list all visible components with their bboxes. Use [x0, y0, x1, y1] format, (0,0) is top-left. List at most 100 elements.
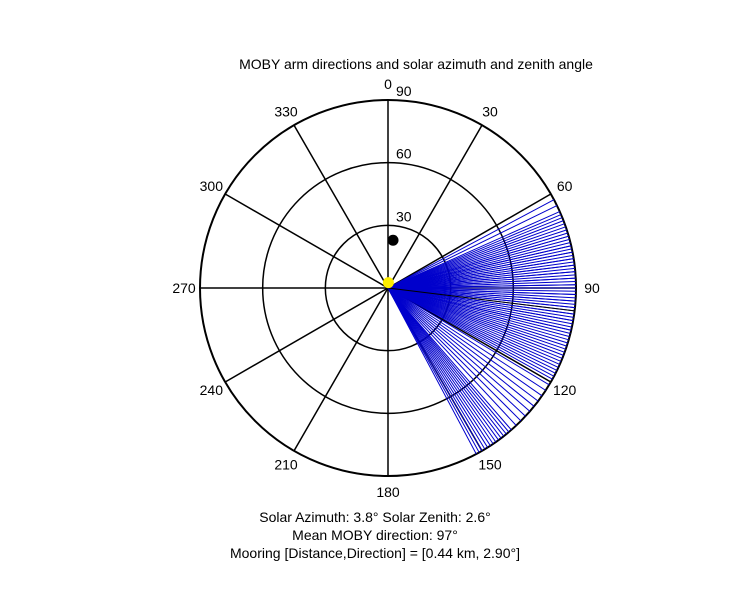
arm-line [387, 287, 522, 422]
arm-line [387, 229, 567, 289]
arm-line [387, 220, 564, 289]
arm-line [387, 287, 505, 437]
arm-line [387, 287, 526, 417]
arm-line [387, 271, 576, 289]
arm-line [387, 287, 570, 338]
angle-tick-label: 0 [384, 76, 392, 92]
arm-line [387, 287, 555, 377]
arm-line [387, 287, 568, 344]
radial-tick-label: 60 [396, 146, 412, 162]
mean-direction-line [387, 287, 575, 312]
arm-line [387, 287, 567, 347]
tick-labels: 0 30 60 90 120 150 180 210 240 270 300 330 30 60 90 [172, 76, 600, 500]
arm-line [387, 226, 566, 289]
arm-line [387, 287, 483, 452]
arm-line [387, 287, 571, 334]
black-marker [387, 234, 399, 246]
arm-line [387, 287, 569, 341]
arm-line [387, 254, 574, 289]
arm-line [387, 287, 497, 443]
arm-line [387, 258, 574, 289]
arm-line [387, 287, 502, 439]
arm-line [387, 287, 576, 299]
arm-line [387, 287, 565, 353]
arm-line [387, 287, 562, 362]
solar-info-line: Solar Azimuth: 3.8° Solar Zenith: 2.6° [259, 509, 491, 525]
arm-line [387, 287, 572, 328]
angle-tick-label: 270 [172, 280, 196, 296]
arm-line [387, 287, 576, 305]
arm-line [387, 277, 576, 289]
chart-title: MOBY arm directions and solar azimuth an… [239, 56, 593, 72]
angle-tick-label: 120 [553, 382, 577, 398]
spoke-300 [224, 193, 389, 289]
sun-marker [382, 277, 394, 289]
arm-line [387, 287, 573, 325]
arm-line [387, 287, 572, 331]
arm-line [387, 245, 572, 289]
arm-line [387, 287, 477, 455]
spoke-120 [387, 287, 552, 383]
arm-line [387, 223, 565, 289]
angle-tick-label: 60 [557, 178, 573, 194]
angle-tick-label: 180 [376, 484, 400, 500]
arm-line [387, 287, 517, 426]
arm-line [387, 287, 556, 374]
arm-line [387, 261, 575, 289]
angle-tick-label: 240 [200, 382, 224, 398]
arm-line [387, 235, 569, 289]
arm-line [387, 287, 558, 371]
arm-line [387, 287, 564, 356]
arm-line [387, 217, 563, 289]
arm-line [387, 287, 546, 391]
radial-tick-label: 30 [396, 208, 412, 224]
arm-line [387, 242, 571, 289]
arm-line [387, 232, 568, 289]
arm-line [387, 211, 560, 289]
angle-tick-label: 90 [584, 280, 600, 296]
markers [382, 234, 399, 289]
arm-line [387, 287, 499, 441]
arm-line [387, 287, 576, 292]
angle-tick-label: 210 [274, 457, 298, 473]
arm-line [387, 287, 507, 435]
angle-tick-label: 30 [482, 103, 498, 119]
arm-line [387, 248, 572, 289]
arm-line [387, 264, 575, 289]
spoke-330 [293, 124, 389, 289]
arm-line [387, 287, 560, 365]
angle-tick-label: 150 [478, 457, 502, 473]
arm-line [387, 287, 535, 407]
arm-line [387, 287, 563, 359]
arm-line [387, 287, 491, 446]
arm-line [387, 287, 486, 450]
arm-line [387, 280, 576, 289]
arm-line [387, 287, 575, 315]
radial-tick-label: 90 [396, 83, 412, 99]
spoke-60 [387, 193, 552, 289]
arm-line [387, 287, 480, 453]
arm-line [387, 274, 576, 289]
mooring-line: Mooring [Distance,Direction] = [0.44 km,… [229, 545, 520, 561]
arm-line [387, 287, 576, 309]
angle-tick-label: 300 [200, 178, 224, 194]
arm-line [387, 199, 555, 289]
arm-line [387, 287, 510, 433]
arm-directions [387, 199, 576, 455]
arm-line [387, 287, 576, 302]
angle-tick-label: 330 [274, 103, 298, 119]
arm-line [387, 238, 570, 289]
arm-line [387, 251, 573, 289]
arm-line [387, 287, 550, 386]
arm-line [387, 287, 566, 350]
spoke-30 [387, 124, 483, 289]
arm-line [387, 287, 489, 448]
spoke-240 [224, 287, 389, 383]
arm-line [387, 287, 494, 445]
arm-line [387, 284, 576, 289]
arm-line [387, 205, 558, 289]
mean-direction-line: Mean MOBY direction: 97° [292, 527, 458, 543]
arm-line [387, 287, 576, 296]
arm-line [387, 287, 543, 397]
spoke-210 [293, 287, 389, 452]
